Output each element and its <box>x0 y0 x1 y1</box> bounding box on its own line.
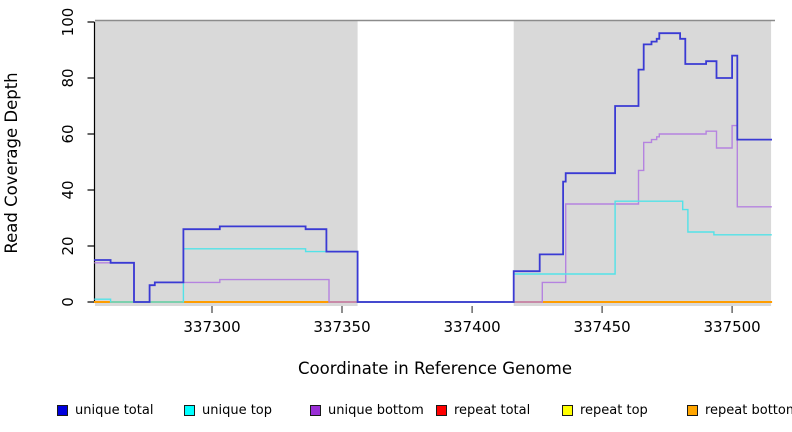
plot-series-layer <box>94 32 773 303</box>
coverage-band <box>513 20 772 306</box>
x-tick-label: 337350 <box>313 318 370 336</box>
legend-label-repeat-total: repeat total <box>454 403 531 418</box>
y-tick-label: 40 <box>59 180 77 199</box>
x-tick-label: 337500 <box>703 318 760 336</box>
legend-swatch-unique-bottom <box>310 405 321 416</box>
y-tick-label: 80 <box>59 68 77 87</box>
legend-label-unique-top: unique top <box>202 403 273 418</box>
legend-label-unique-bottom: unique bottom <box>328 403 424 418</box>
legend-item-unique-bottom: unique bottom <box>310 403 424 418</box>
legend-item-unique-top: unique top <box>184 403 272 418</box>
legend-item-repeat-top: repeat top <box>562 403 648 418</box>
legend-item-repeat-total: repeat total <box>436 403 530 418</box>
y-tick-label: 0 <box>59 297 77 307</box>
legend-swatch-unique-total <box>57 405 68 416</box>
legend-swatch-unique-top <box>184 405 195 416</box>
series-line-unique-total <box>94 32 772 303</box>
legend-swatch-repeat-total <box>436 405 447 416</box>
legend-item-unique-total: unique total <box>57 403 153 418</box>
y-tick-label: 60 <box>59 124 77 143</box>
legend-label-repeat-top: repeat top <box>580 403 648 418</box>
legend-swatch-repeat-bottom <box>687 405 698 416</box>
legend-swatch-repeat-top <box>562 405 573 416</box>
y-tick-label: 20 <box>59 236 77 255</box>
y-axis-title: Read Coverage Depth <box>2 72 21 253</box>
x-axis-title: Coordinate in Reference Genome <box>298 359 572 378</box>
x-tick-label: 337300 <box>183 318 240 336</box>
coverage-band <box>95 20 358 306</box>
y-tick-label: 100 <box>59 8 77 37</box>
legend-label-repeat-bottom: repeat bottom <box>705 403 792 418</box>
legend-label-unique-total: unique total <box>75 403 154 418</box>
plot-background-layer: 0 20 40 60 80 100 337300 337350 337400 337450 3375… <box>59 8 775 336</box>
x-tick-label: 337400 <box>443 318 500 336</box>
x-tick-label: 337450 <box>573 318 630 336</box>
legend-item-repeat-bottom: repeat bottom <box>687 403 792 418</box>
